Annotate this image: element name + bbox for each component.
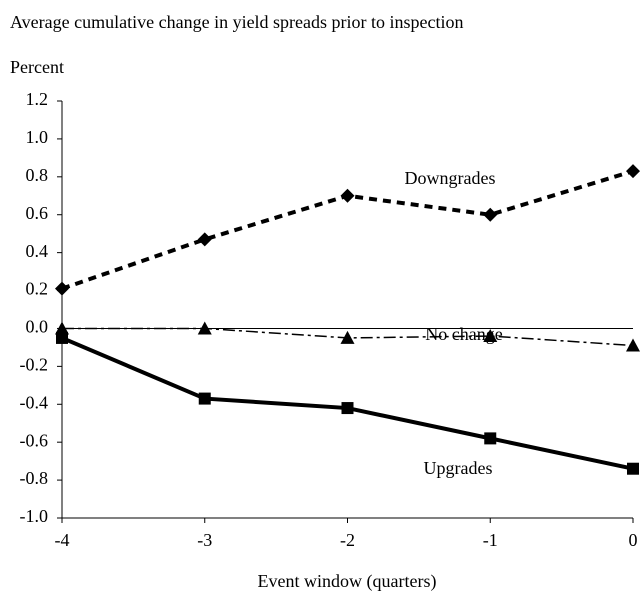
y-tick-label: -1.0 [20,506,49,526]
series-label: Upgrades [424,458,493,478]
y-tick-label: 1.2 [26,89,49,109]
marker [626,338,640,352]
marker [341,402,354,415]
marker [483,207,498,222]
y-tick-label: 0.2 [26,279,49,299]
marker [340,330,355,344]
marker [55,321,69,335]
marker [483,329,498,343]
marker [56,331,68,344]
x-tick-label: -2 [340,530,355,550]
marker [198,392,211,405]
series-label: No change [425,324,502,344]
y-tick-label: -0.6 [20,430,49,450]
y-tick-label: 0.0 [26,317,49,337]
y-tick-label: 0.8 [26,165,49,185]
y-tick-label: -0.4 [20,392,49,412]
x-tick-label: 0 [629,530,638,550]
marker [484,432,497,445]
marker [197,321,212,335]
series-label: Downgrades [405,168,496,188]
x-tick-label: -1 [483,530,498,550]
y-tick-label: 1.0 [26,127,49,147]
x-axis-label: Event window (quarters) [258,571,437,592]
marker [340,188,355,203]
y-tick-label: -0.2 [20,354,49,374]
y-axis-label: Percent [10,57,64,77]
marker [626,164,640,179]
y-tick-label: 0.6 [26,203,49,223]
marker [55,281,69,296]
y-tick-label: -0.8 [20,468,49,488]
y-tick-label: 0.4 [26,241,49,261]
x-tick-label: -3 [197,530,212,550]
marker [197,232,212,247]
chart-title: Average cumulative change in yield sprea… [10,12,464,32]
marker [627,462,639,475]
series-line [61,169,634,291]
x-tick-label: -4 [55,530,70,550]
